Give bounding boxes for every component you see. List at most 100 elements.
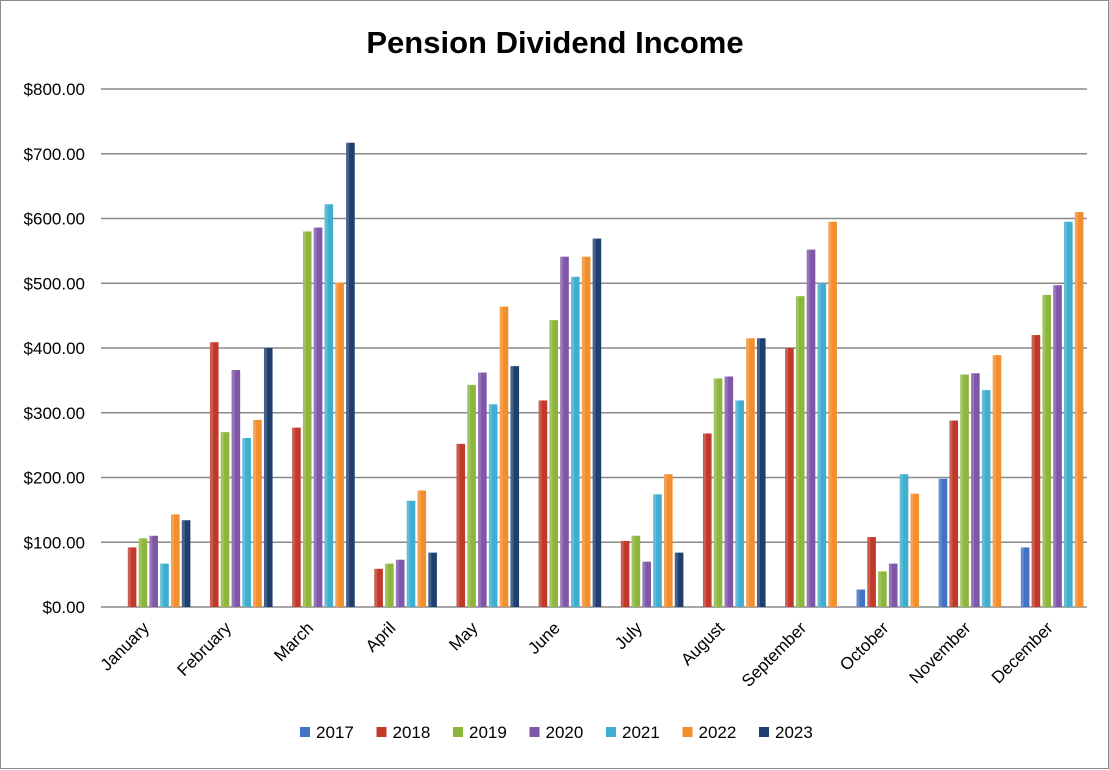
bar-2022-june <box>581 256 591 607</box>
bar-highlight <box>1053 285 1057 607</box>
bar-highlight <box>478 372 482 607</box>
bar-2018-march <box>292 427 301 607</box>
bar-2020-march <box>313 227 323 607</box>
legend-label-2017: 2017 <box>316 723 354 742</box>
bar-highlight <box>938 478 942 607</box>
bar-2023-august <box>756 338 766 607</box>
legend-swatch-2023 <box>759 727 769 737</box>
bar-2021-august <box>735 400 744 607</box>
bar-2019-march <box>302 231 312 607</box>
bar-highlight <box>138 538 142 607</box>
chart-title: Pension Dividend Income <box>366 25 743 60</box>
bar-2022-february <box>253 419 262 607</box>
bar-highlight <box>949 420 953 607</box>
bar-2019-november <box>960 374 969 607</box>
bar-2018-august <box>702 433 712 607</box>
bar-2021-october <box>899 474 909 607</box>
bar-highlight <box>746 338 750 607</box>
bar-2022-january <box>171 514 180 607</box>
bar-highlight <box>713 378 717 607</box>
bar-highlight <box>828 221 832 608</box>
bar-highlight <box>488 404 492 607</box>
y-tick-label: $0.00 <box>42 598 85 617</box>
bar-highlight <box>406 500 410 607</box>
bar-highlight <box>549 320 553 607</box>
bar-highlight <box>292 427 296 607</box>
bar-2023-april <box>428 552 437 607</box>
bar-highlight <box>571 276 575 607</box>
bar-highlight <box>702 433 706 607</box>
bar-2020-january <box>149 535 158 607</box>
bar-2019-december <box>1042 294 1052 607</box>
bar-highlight <box>817 283 821 607</box>
bar-2019-february <box>220 432 230 607</box>
bar-highlight <box>878 571 882 607</box>
bar-2018-february <box>209 342 219 607</box>
bar-2019-january <box>138 538 148 607</box>
bar-highlight <box>971 373 975 607</box>
bar-2018-january <box>127 547 137 607</box>
bar-highlight <box>149 535 153 607</box>
x-tick-label: June <box>524 618 564 658</box>
bar-2021-may <box>488 404 498 607</box>
bar-highlight <box>374 568 378 607</box>
bar-highlight <box>253 419 257 607</box>
bar-2018-may <box>456 443 466 607</box>
bar-2020-august <box>724 376 734 607</box>
y-tick-label: $300.00 <box>24 404 85 423</box>
bar-highlight <box>642 561 646 607</box>
bar-2021-february <box>242 438 251 607</box>
bar-2023-june <box>592 238 602 607</box>
bars <box>127 142 1084 608</box>
x-tick-label: August <box>677 618 728 669</box>
y-tick-label: $600.00 <box>24 210 85 229</box>
x-tick-label: November <box>906 618 975 687</box>
x-tick-label: December <box>988 618 1057 687</box>
bar-highlight <box>1074 212 1078 607</box>
bar-highlight <box>1020 547 1024 607</box>
bar-highlight <box>981 390 985 607</box>
bar-2018-november <box>949 420 959 607</box>
bar-highlight <box>456 443 460 607</box>
bar-2018-april <box>374 568 383 607</box>
legend-label-2020: 2020 <box>546 723 584 742</box>
bar-highlight <box>467 384 471 607</box>
bar-2019-april <box>385 563 394 607</box>
legend-swatch-2018 <box>376 727 387 737</box>
legend-label-2022: 2022 <box>699 723 737 742</box>
bar-highlight <box>538 400 542 607</box>
y-tick-label: $800.00 <box>24 80 85 99</box>
bar-2022-april <box>417 490 427 607</box>
x-axis-tick-labels: January February March April May June July Augu… <box>97 618 1057 691</box>
bar-highlight <box>335 282 339 607</box>
bar-2020-november <box>971 373 980 607</box>
bar-highlight <box>428 552 432 607</box>
legend-label-2023: 2023 <box>775 723 813 742</box>
bar-2021-january <box>160 563 169 607</box>
bar-highlight <box>653 494 657 607</box>
y-tick-label: $400.00 <box>24 339 85 358</box>
bar-2020-may <box>478 372 487 607</box>
bar-highlight <box>856 589 860 607</box>
bar-2021-july <box>653 494 662 607</box>
bar-2021-november <box>981 390 991 607</box>
bar-2020-october <box>888 563 898 607</box>
bar-2022-august <box>746 338 755 607</box>
bar-2023-may <box>510 366 520 607</box>
bar-highlight <box>795 296 799 607</box>
x-tick-label: March <box>270 618 317 665</box>
legend-label-2021: 2021 <box>622 723 660 742</box>
bar-2019-october <box>878 571 887 607</box>
bar-highlight <box>867 537 871 607</box>
bar-highlight <box>302 231 306 607</box>
bar-highlight <box>560 256 564 607</box>
bar-highlight <box>899 474 903 607</box>
bar-2018-october <box>867 537 876 607</box>
y-tick-label: $700.00 <box>24 145 85 164</box>
bar-highlight <box>1042 294 1046 607</box>
bar-highlight <box>620 540 624 607</box>
bar-highlight <box>417 490 421 607</box>
bar-2021-june <box>571 276 580 607</box>
bar-highlight <box>313 227 317 607</box>
